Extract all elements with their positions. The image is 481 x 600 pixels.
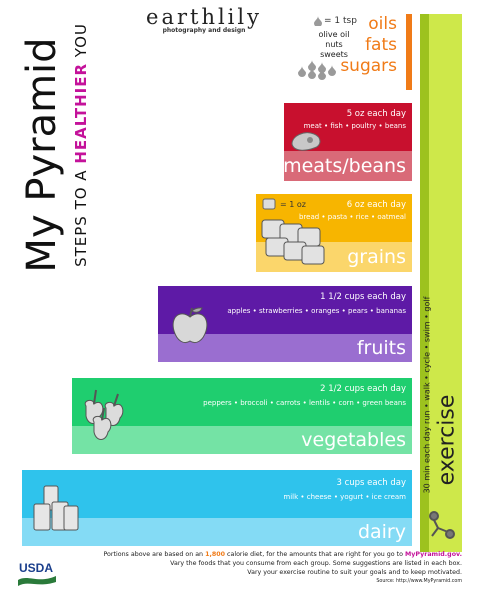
usda-label: USDA	[19, 561, 53, 575]
calorie-count: 1,800	[205, 551, 225, 558]
dairy-amount: 3 cups each day	[336, 478, 406, 488]
footer-notes: Portions above are based on an 1,800 cal…	[66, 550, 462, 586]
grains-amount: 6 oz each day	[346, 200, 406, 210]
apple-icon	[172, 307, 208, 344]
subtitle: STEPS TO A HEALTHIER YOU	[70, 14, 92, 276]
dairy-band-top: 3 cups each day milk • cheese • yogurt •…	[22, 470, 412, 518]
oil-item: sweets	[320, 50, 348, 59]
bread-stack-icon	[261, 219, 325, 265]
footer-line3: Vary your exercise routine to suit your …	[247, 569, 462, 576]
oil-item: nuts	[325, 40, 343, 49]
sugars-word: sugars	[340, 56, 397, 76]
oil-drops-icon	[298, 60, 336, 80]
exercise-label-box: exercise	[432, 380, 462, 500]
exercise-label: exercise	[434, 394, 460, 486]
milk-glasses-icon	[33, 485, 79, 531]
dairy-items: milk • cheese • yogurt • ice cream	[283, 493, 406, 501]
pyramid-title: My Pyramid	[19, 30, 65, 280]
usda-logo-icon: USDA	[18, 561, 56, 586]
vegetables-items: peppers • broccoli • carrots • lentils •…	[203, 399, 406, 407]
logo-tagline: photography and design	[162, 27, 246, 34]
fruits-items: apples • strawberries • oranges • pears …	[227, 307, 406, 315]
footer-line2: Vary the foods that you consume from eac…	[170, 560, 462, 567]
subtitle-prefix: STEPS TO A	[72, 169, 90, 267]
exercise-strip	[420, 14, 429, 552]
oils-word: oils	[368, 14, 397, 34]
dairy-band-bottom: dairy	[22, 518, 412, 546]
oil-words: oils fats sugars	[333, 14, 397, 77]
footer-line1-pre: Portions above are based on an	[103, 551, 204, 558]
exercise-detail: 30 min each day run • walk • cycle • swi…	[422, 296, 432, 494]
subtitle-suffix: YOU	[72, 23, 90, 58]
meats-name: meats/beans	[283, 155, 406, 177]
vegetables-amount: 2 1/2 cups each day	[320, 384, 406, 394]
runner-icon	[429, 511, 455, 539]
grains-band-top: 6 oz each day bread • pasta • rice • oat…	[256, 194, 412, 242]
subtitle-text: STEPS TO A HEALTHIER YOU	[72, 23, 90, 267]
fruits-amount: 1 1/2 cups each day	[320, 292, 406, 302]
vegetables-band-bottom: vegetables	[72, 426, 412, 454]
grains-items: bread • pasta • rice • oatmeal	[298, 213, 406, 221]
subtitle-highlight: HEALTHIER	[72, 62, 90, 164]
footer-source: Source: http://www.MyPyramid.com	[376, 579, 462, 584]
footer-line1-mid: calorie diet, for the amounts that are r…	[227, 551, 403, 558]
oil-item: olive oil	[318, 30, 350, 39]
logo-name: earthlily	[146, 5, 262, 29]
meats-items: meat • fish • poultry • beans	[303, 122, 406, 130]
bread-slice-icon	[262, 198, 276, 210]
vegetables-name: vegetables	[301, 429, 406, 451]
title-text: My Pyramid	[19, 37, 65, 273]
oils-bar	[406, 14, 412, 90]
vegetables-band-top: 2 1/2 cups each day peppers • broccoli •…	[72, 378, 412, 426]
oil-items: olive oil nuts sweets	[306, 30, 362, 60]
footer-line1: Portions above are based on an 1,800 cal…	[66, 550, 462, 559]
oil-unit: = 1 tsp	[324, 16, 357, 26]
vegetables-icon	[84, 389, 124, 440]
oil-drop-icon	[314, 16, 322, 26]
fats-word: fats	[365, 35, 397, 55]
meats-band-bottom: meats/beans	[283, 151, 412, 181]
grains-unit: = 1 oz	[280, 200, 306, 209]
fruits-name: fruits	[356, 337, 406, 359]
dairy-name: dairy	[357, 521, 406, 543]
meat-icon	[291, 132, 321, 151]
meats-amount: 5 oz each day	[346, 109, 406, 119]
grains-name: grains	[347, 246, 406, 268]
earthlily-logo: earthlily photography and design	[140, 5, 268, 34]
mypyramid-link[interactable]: MyPyramid.gov.	[405, 551, 462, 558]
